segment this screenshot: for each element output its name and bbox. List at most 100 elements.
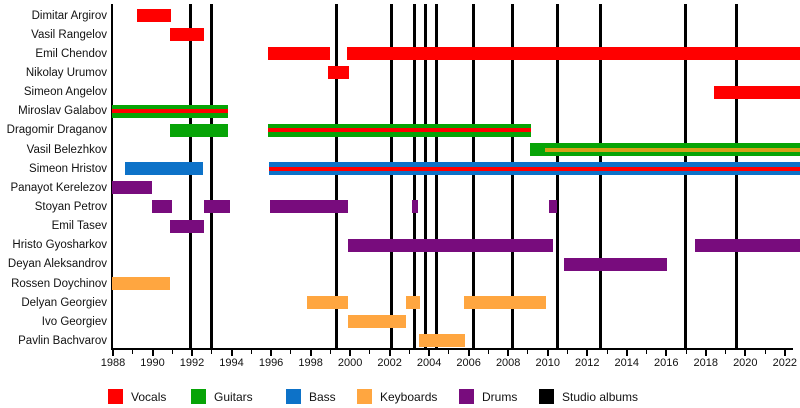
- tenure-bar-bass: [268, 162, 800, 176]
- member-label: Miroslav Galabov: [18, 105, 107, 118]
- studio-album-line: [390, 4, 394, 348]
- studio-album-line: [413, 4, 417, 348]
- x-axis-major-tick: [309, 350, 312, 356]
- x-axis-major-tick: [625, 350, 628, 356]
- x-axis-major-tick: [388, 350, 391, 356]
- x-axis-minor-tick: [211, 350, 213, 354]
- x-axis-major-tick: [467, 350, 470, 356]
- tenure-bar-keyboards: [112, 277, 170, 291]
- x-axis-minor-tick: [764, 350, 766, 354]
- member-label: Stoyan Petrov: [34, 200, 107, 213]
- studio-album-line: [423, 4, 427, 348]
- studio-album-line: [434, 4, 438, 348]
- tenure-stripe-vocals: [267, 128, 531, 133]
- x-axis-tick-label: 1996: [258, 357, 284, 369]
- x-axis-tick-label: 2022: [772, 357, 798, 369]
- tenure-stripe-keyboards_stripe: [544, 147, 800, 152]
- tenure-bar-guitars: [529, 143, 800, 157]
- legend-label: Vocals: [131, 390, 167, 404]
- member-label: Deyan Aleksandrov: [7, 258, 107, 271]
- x-axis-minor-tick: [171, 350, 173, 354]
- legend-swatch-albums: [539, 389, 554, 404]
- x-axis-minor-tick: [487, 350, 489, 354]
- x-axis-tick-label: 2016: [654, 357, 679, 369]
- legend-swatch-guitars: [191, 389, 206, 404]
- x-axis-minor-tick: [527, 350, 529, 354]
- member-label: Vasil Belezhkov: [26, 143, 107, 156]
- legend-swatch-vocals: [108, 389, 123, 404]
- member-label: Pavlin Bachvarov: [18, 334, 107, 347]
- tenure-bar-drums: [694, 238, 800, 252]
- x-axis-major-tick: [665, 350, 668, 356]
- x-axis-major-tick: [112, 350, 114, 356]
- x-axis-tick-label: 2010: [535, 357, 560, 369]
- tenure-bar-drums: [548, 200, 557, 214]
- tenure-bar-vocals: [327, 66, 349, 80]
- legend-label: Guitars: [214, 390, 253, 404]
- x-axis-minor-tick: [290, 350, 292, 354]
- legend-swatch-keyboards: [357, 389, 372, 404]
- x-axis-tick-label: 2018: [693, 357, 719, 369]
- tenure-bar-vocals: [713, 85, 800, 99]
- tenure-bar-drums: [347, 238, 553, 252]
- x-axis-minor-tick: [329, 350, 331, 354]
- studio-album-line: [335, 4, 339, 348]
- x-axis-minor-tick: [408, 350, 410, 354]
- x-axis-major-tick: [744, 350, 747, 356]
- tenure-bar-drums: [269, 200, 348, 214]
- x-axis-minor-tick: [646, 350, 648, 354]
- tenure-bar-vocals: [346, 47, 800, 61]
- x-axis-major-tick: [507, 350, 510, 356]
- x-axis-major-tick: [546, 350, 549, 356]
- x-axis-tick-label: 2020: [733, 357, 758, 369]
- studio-album-line: [684, 4, 688, 348]
- x-axis-tick-label: 2012: [574, 357, 600, 369]
- member-label: Hristo Gyosharkov: [12, 239, 107, 252]
- tenure-bar-drums: [411, 200, 419, 214]
- member-label: Simeon Hristov: [29, 162, 107, 175]
- x-axis-tick-label: 1992: [179, 357, 205, 369]
- x-axis-major-tick: [783, 350, 786, 356]
- x-axis-line: [111, 348, 793, 350]
- x-axis-minor-tick: [132, 350, 134, 354]
- x-axis-tick-label: 1994: [219, 357, 244, 369]
- studio-album-line: [511, 4, 515, 348]
- tenure-bar-drums: [563, 257, 667, 271]
- tenure-bar-guitars: [112, 104, 228, 118]
- legend-label: Studio albums: [562, 390, 639, 404]
- tenure-bar-keyboards: [306, 296, 349, 310]
- x-axis-tick-label: 2004: [416, 357, 442, 369]
- member-label: Emil Tasev: [51, 220, 107, 233]
- x-axis-minor-tick: [685, 350, 687, 354]
- member-label: Simeon Angelov: [23, 86, 107, 99]
- member-label: Rossen Doychinov: [11, 277, 107, 290]
- x-axis-tick-label: 1990: [140, 357, 165, 369]
- studio-album-line: [471, 4, 475, 348]
- tenure-bar-keyboards: [419, 334, 465, 348]
- member-label: Panayot Kerelezov: [10, 181, 107, 194]
- tenure-bar-keyboards: [406, 296, 421, 310]
- studio-album-line: [188, 4, 192, 348]
- x-axis-minor-tick: [606, 350, 608, 354]
- member-label: Dimitar Argirov: [31, 9, 107, 22]
- tenure-bar-vocals: [169, 28, 204, 42]
- x-axis-major-tick: [270, 350, 273, 356]
- member-label: Ivo Georgiev: [41, 315, 107, 328]
- tenure-bar-drums: [203, 200, 230, 214]
- member-label: Emil Chendov: [35, 47, 107, 60]
- x-axis-major-tick: [191, 350, 194, 356]
- x-axis-tick-label: 2006: [456, 357, 481, 369]
- tenure-bar-keyboards: [464, 296, 546, 310]
- tenure-bar-guitars: [267, 123, 531, 137]
- x-axis-tick-label: 2002: [377, 357, 402, 369]
- studio-album-line: [555, 4, 559, 348]
- tenure-bar-drums: [151, 200, 173, 214]
- legend-swatch-bass: [286, 389, 301, 404]
- x-axis-major-tick: [349, 350, 352, 356]
- x-axis-major-tick: [230, 350, 233, 356]
- studio-album-line: [209, 4, 213, 348]
- legend-swatch-drums: [459, 389, 474, 404]
- member-label: Vasil Rangelov: [31, 28, 107, 41]
- studio-album-line: [734, 4, 738, 348]
- member-label: Delyan Georgiev: [21, 296, 107, 309]
